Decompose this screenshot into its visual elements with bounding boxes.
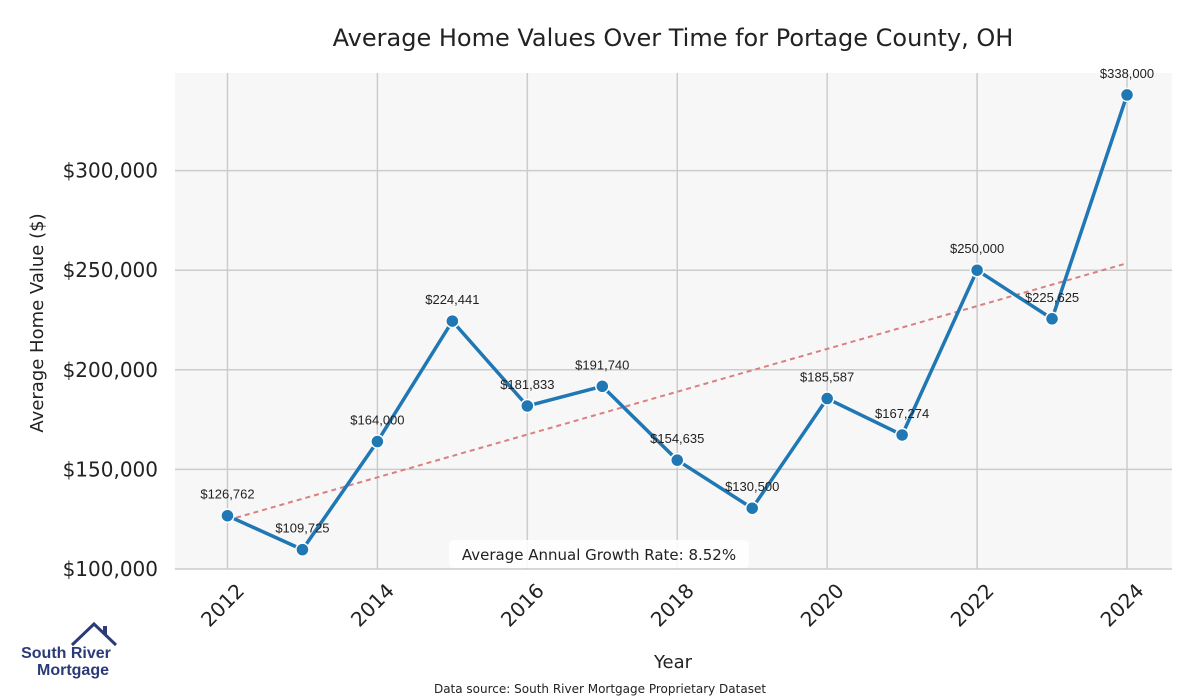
x-tick-label: 2016 (496, 579, 549, 632)
data-point (894, 427, 910, 443)
data-point (520, 398, 535, 414)
data-label: $191,740 (575, 357, 629, 372)
house-icon (70, 621, 118, 647)
data-label: $130,500 (725, 479, 779, 494)
y-tick-label: $150,000 (63, 457, 158, 481)
data-points (220, 87, 1135, 557)
x-tick-label: 2020 (796, 579, 849, 632)
gridlines (175, 73, 1172, 570)
data-point (370, 434, 385, 449)
logo: South River Mortgage (21, 621, 118, 679)
y-tick-label: $200,000 (63, 358, 158, 382)
data-point (1119, 87, 1135, 103)
x-tick-label: 2018 (646, 579, 699, 632)
logo-line1: South River (21, 645, 111, 662)
y-tick-label: $100,000 (63, 557, 158, 581)
data-label: $164,000 (350, 413, 404, 428)
x-tick-label: 2022 (946, 579, 999, 632)
plot-area (175, 73, 1172, 569)
x-tick-label: 2014 (346, 579, 399, 632)
data-label: $126,762 (200, 487, 254, 502)
growth-annotation-text: Average Annual Growth Rate: 8.52% (462, 546, 736, 564)
y-tick-label: $250,000 (63, 258, 158, 282)
data-label: $338,000 (1100, 66, 1154, 81)
data-label: $225,625 (1025, 290, 1079, 305)
data-point (744, 500, 760, 516)
data-point (669, 452, 685, 468)
data-label: $181,833 (500, 377, 554, 392)
x-tick-label: 2012 (196, 579, 249, 632)
data-label: $250,000 (950, 241, 1004, 256)
source-note: Data source: South River Mortgage Propri… (434, 682, 766, 696)
data-labels: $126,762 $109,725 $164,000 $224,441 $181,833… (200, 66, 1154, 536)
data-point (445, 313, 460, 329)
data-point (295, 542, 310, 557)
data-label: $167,274 (875, 406, 929, 421)
data-point (969, 262, 985, 278)
y-axis-label: Average Home Value ($) (27, 213, 48, 432)
x-tick-label: 2024 (1096, 579, 1149, 632)
chart-title: Average Home Values Over Time for Portag… (333, 24, 1014, 52)
data-point (220, 508, 235, 523)
data-point (595, 379, 610, 394)
growth-annotation: Average Annual Growth Rate: 8.52% (449, 540, 749, 568)
data-point (819, 391, 835, 406)
y-tick-labels: $100,000 $150,000 $200,000 $250,000 $300,000 (63, 159, 158, 581)
data-label: $185,587 (800, 370, 854, 385)
data-label: $109,725 (275, 521, 329, 536)
data-label: $154,635 (650, 431, 704, 446)
data-point (1044, 311, 1060, 327)
x-tick-labels: 2012 2014 2016 2018 2020 2022 2024 (196, 579, 1149, 632)
trend-line (227, 262, 1128, 522)
logo-line2: Mortgage (37, 662, 109, 679)
data-label: $224,441 (425, 292, 479, 307)
x-axis-label: Year (653, 652, 693, 673)
y-tick-label: $300,000 (63, 159, 158, 183)
